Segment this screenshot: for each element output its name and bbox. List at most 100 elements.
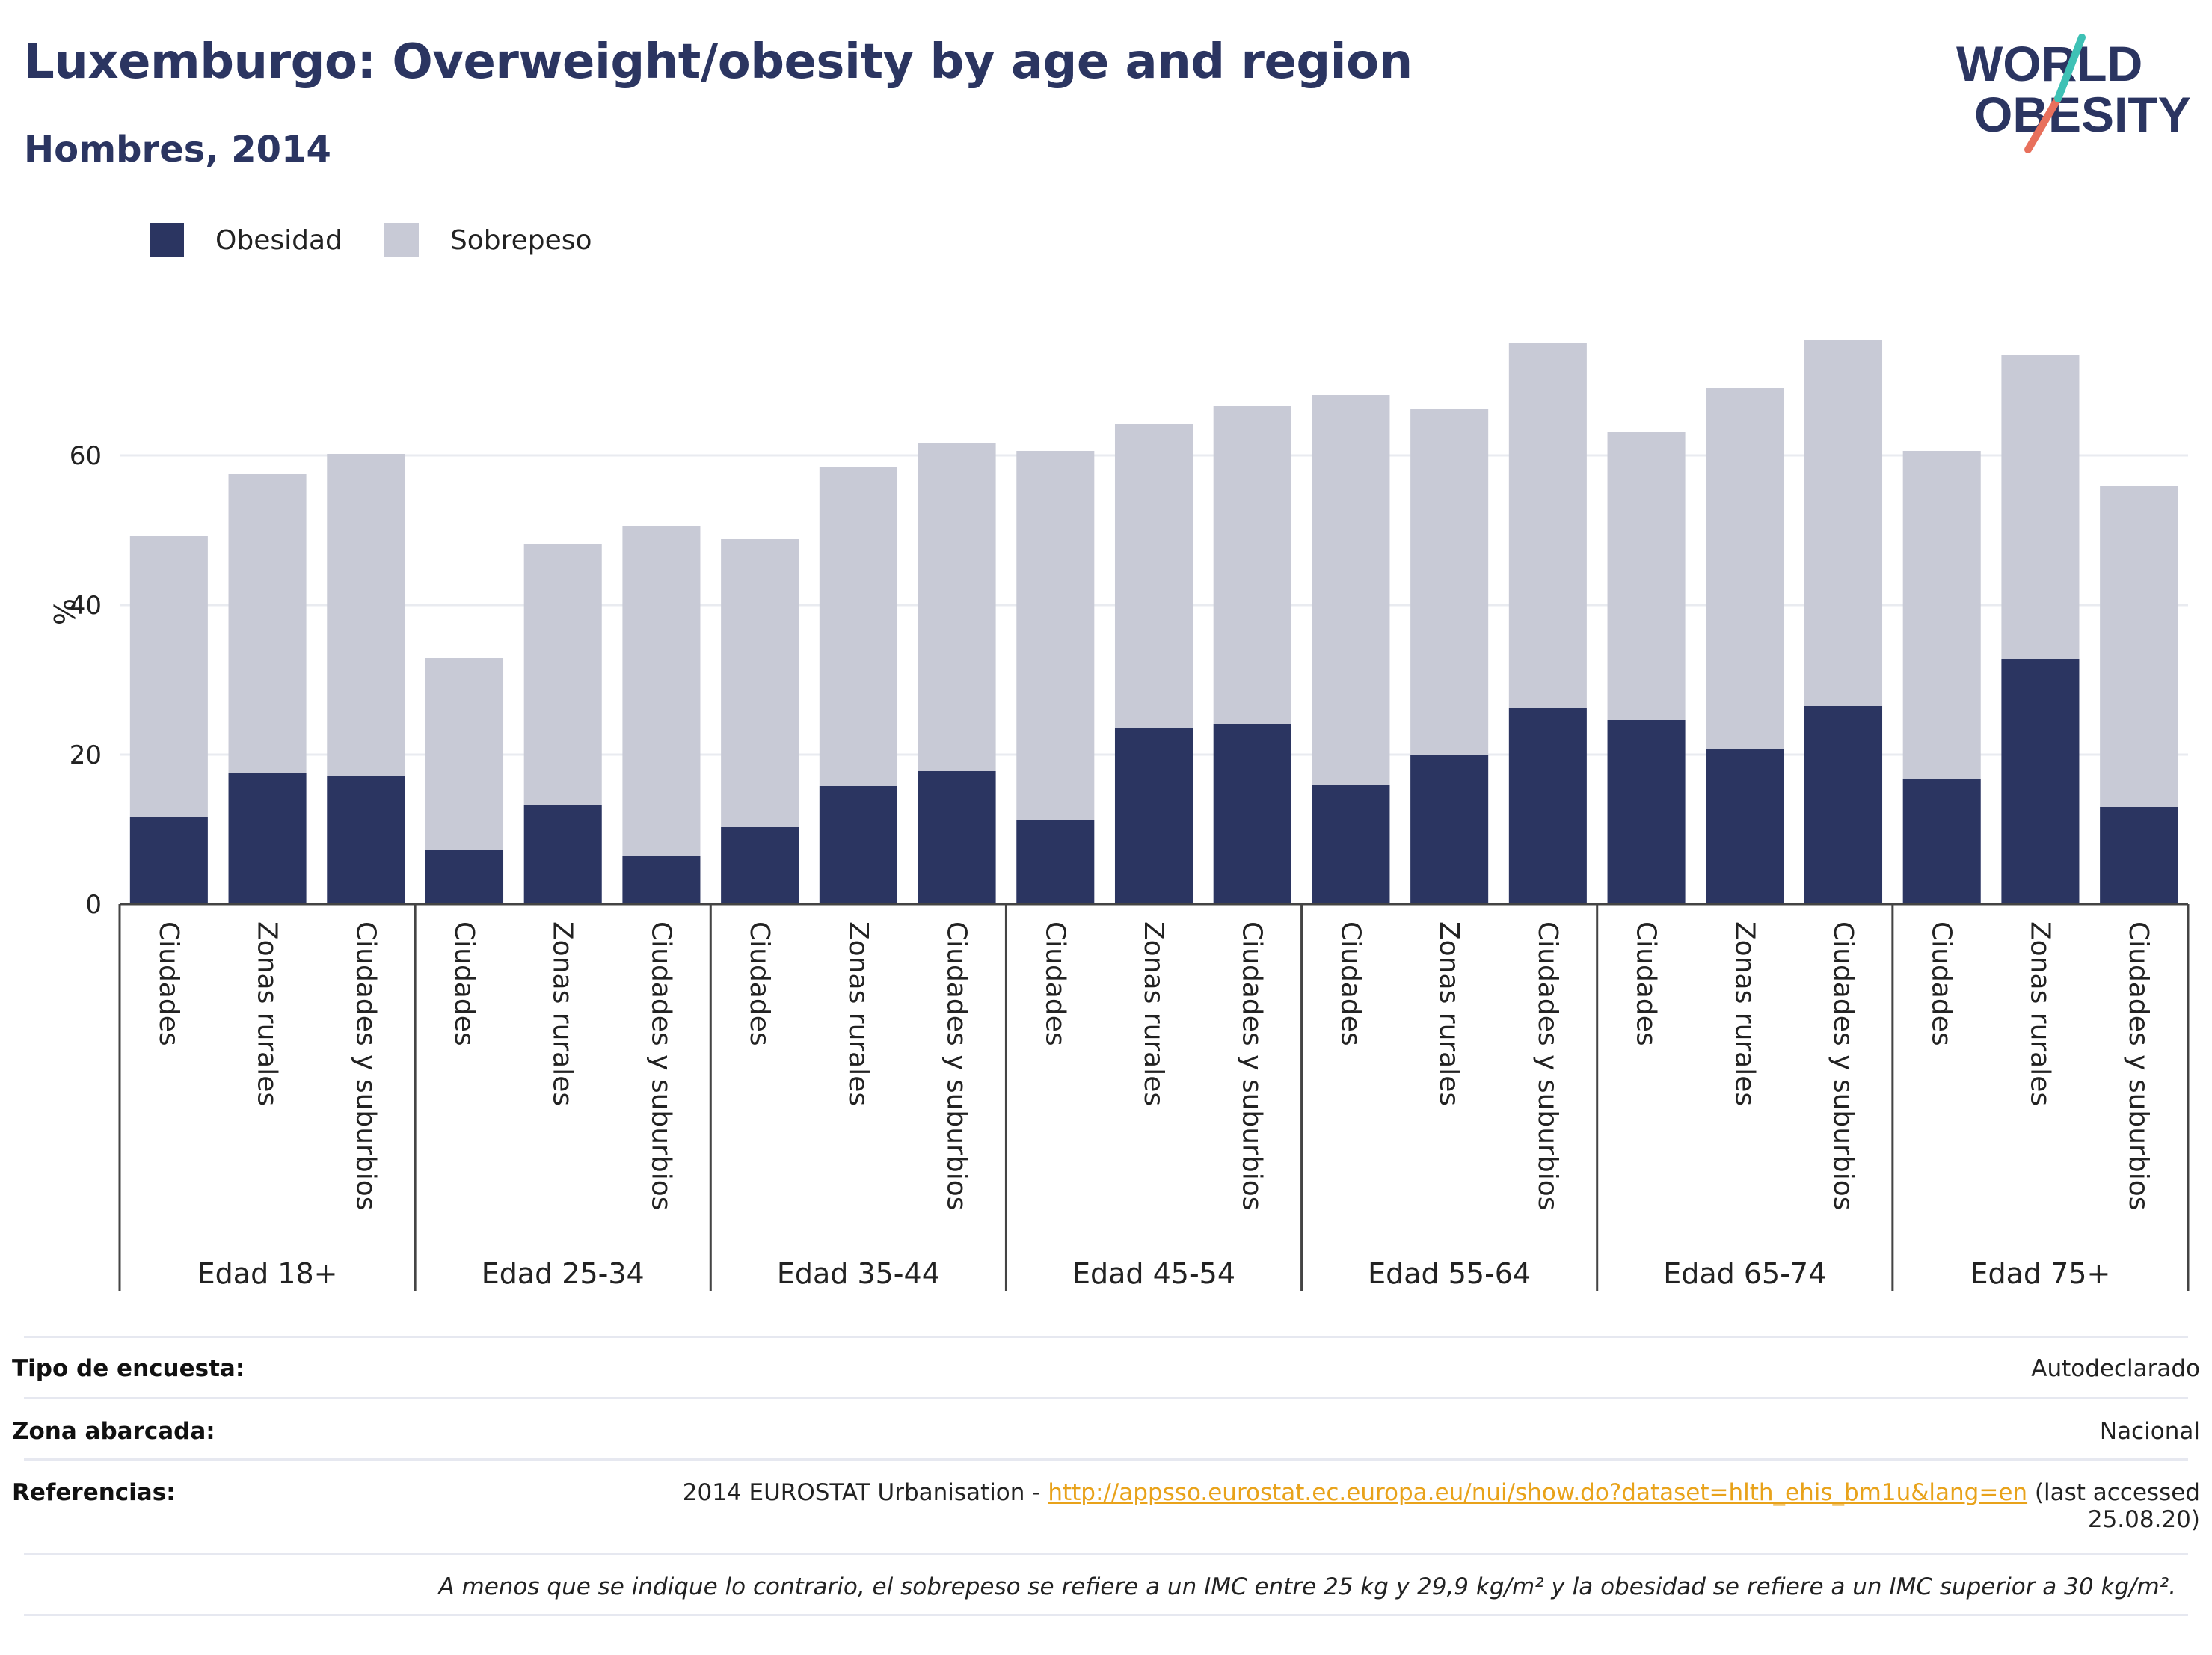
bar-sobrepeso <box>2100 486 2178 807</box>
bar-chart: 0 20 40 60% Ciudades Zonas rurales Ciudades y … <box>47 340 2190 1291</box>
svg-text:OBESITY: OBESITY <box>1974 87 2191 142</box>
references-suffix: (last accessed <box>2027 1479 2200 1506</box>
group-label: Edad 65-74 <box>1663 1257 1826 1290</box>
references-link[interactable]: http://appsso.eurostat.ec.europa.eu/nui/… <box>1048 1479 2028 1506</box>
legend-item-sobrepeso: Sobrepeso <box>384 223 592 257</box>
y-tick-label: 40 <box>70 591 102 621</box>
x-tick-label: Zonas rurales <box>1729 921 1760 1106</box>
legend-swatch-obesidad <box>150 223 184 257</box>
references-value: 2014 EUROSTAT Urbanisation - http://apps… <box>683 1479 2200 1533</box>
bar-obesidad <box>523 805 602 904</box>
x-tick-label: Ciudades <box>449 921 479 1046</box>
bar-sobrepeso <box>1902 451 1981 779</box>
area-label: Zona abarcada: <box>12 1418 215 1445</box>
bar-sobrepeso <box>2001 355 2080 659</box>
info-row-survey-type: Tipo de encuesta: Autodeclarado <box>12 1355 2200 1382</box>
bar-sobrepeso <box>425 658 504 850</box>
references-suffix-date: 25.08.20) <box>2087 1506 2200 1533</box>
group-label: Edad 25-34 <box>482 1257 645 1290</box>
bar-sobrepeso <box>327 454 405 776</box>
bar-sobrepeso <box>1508 343 1587 708</box>
bar-obesidad <box>228 773 307 904</box>
bar-obesidad <box>1804 706 1883 904</box>
survey-type-value: Autodeclarado <box>2031 1355 2200 1382</box>
x-tick-label: Ciudades y suburbios <box>350 921 381 1211</box>
x-tick-label: Ciudades <box>153 921 184 1046</box>
bar-sobrepeso <box>1706 388 1784 749</box>
bar-obesidad <box>1902 779 1981 904</box>
y-tick-label: 0 <box>85 890 102 920</box>
x-tick-label: Zonas rurales <box>547 921 578 1106</box>
bar-sobrepeso <box>1114 424 1193 728</box>
bar-obesidad <box>425 850 504 904</box>
info-row-area: Zona abarcada: Nacional <box>12 1418 2200 1445</box>
chart-subtitle: Hombres, 2014 <box>24 129 331 171</box>
x-tick-label: Ciudades <box>1039 921 1070 1046</box>
svg-text:WORLD: WORLD <box>1956 36 2142 91</box>
bar-sobrepeso <box>1804 340 1883 706</box>
bar-sobrepeso <box>1607 432 1686 720</box>
x-tick-label: Ciudades y suburbios <box>645 921 676 1211</box>
x-tick-label: Ciudades <box>1926 921 1957 1046</box>
x-tick-label: Ciudades y suburbios <box>941 921 972 1211</box>
references-prefix: 2014 EUROSTAT Urbanisation - <box>682 1479 1048 1506</box>
bar-sobrepeso <box>918 443 996 771</box>
bar-sobrepeso <box>1016 451 1095 820</box>
x-tick-label: Ciudades <box>744 921 775 1046</box>
bar-sobrepeso <box>819 467 897 786</box>
bar-sobrepeso <box>129 536 208 817</box>
group-label: Edad 35-44 <box>777 1257 940 1290</box>
bar-obesidad <box>129 817 208 904</box>
bar-obesidad <box>327 776 405 904</box>
x-tick-label: Ciudades y suburbios <box>1237 921 1268 1211</box>
x-tick-label: Ciudades y suburbios <box>2123 921 2154 1211</box>
area-value: Nacional <box>2099 1418 2200 1445</box>
bar-obesidad <box>2001 659 2080 904</box>
info-row-references: Referencias: 2014 EUROSTAT Urbanisation … <box>12 1479 2200 1533</box>
legend-label-obesidad: Obesidad <box>215 224 342 256</box>
info-divider <box>24 1553 2188 1555</box>
y-axis-label: % <box>47 598 80 625</box>
x-tick-label: Zonas rurales <box>1138 921 1169 1106</box>
group-label: Edad 75+ <box>1970 1257 2111 1290</box>
group-label: Edad 18+ <box>197 1257 338 1290</box>
world-obesity-logo: WORLD OBESITY <box>1956 34 2191 153</box>
bar-sobrepeso <box>622 526 701 856</box>
bar-obesidad <box>1410 755 1489 904</box>
x-tick-label: Ciudades y suburbios <box>1828 921 1858 1211</box>
x-tick-label: Zonas rurales <box>1434 921 1464 1106</box>
bar-obesidad <box>622 856 701 904</box>
info-divider-bottom <box>24 1614 2188 1616</box>
info-divider <box>24 1397 2188 1399</box>
bar-obesidad <box>1213 724 1291 904</box>
chart-title: Luxemburgo: Overweight/obesity by age an… <box>24 34 1413 90</box>
info-divider-top <box>24 1336 2188 1338</box>
x-tick-label: Zonas rurales <box>252 921 283 1106</box>
bar-obesidad <box>2100 807 2178 904</box>
x-tick-label: Ciudades <box>1335 921 1365 1046</box>
y-tick-label: 20 <box>70 740 102 770</box>
x-tick-label: Zonas rurales <box>843 921 873 1106</box>
bar-obesidad <box>1607 720 1686 904</box>
group-label: Edad 45-54 <box>1072 1257 1235 1290</box>
x-tick-label: Ciudades <box>1631 921 1662 1046</box>
bar-obesidad <box>819 786 897 904</box>
bar-sobrepeso <box>721 539 799 827</box>
bar-sobrepeso <box>1213 406 1291 724</box>
bar-sobrepeso <box>1312 395 1390 785</box>
survey-type-label: Tipo de encuesta: <box>12 1355 245 1382</box>
info-divider <box>24 1458 2188 1461</box>
references-label: Referencias: <box>12 1479 176 1506</box>
bar-obesidad <box>1508 708 1587 904</box>
bar-obesidad <box>721 827 799 904</box>
bar-sobrepeso <box>1410 409 1489 755</box>
x-tick-label: Ciudades y suburbios <box>1532 921 1563 1211</box>
bar-obesidad <box>1016 820 1095 904</box>
legend-item-obesidad: Obesidad <box>150 223 342 257</box>
bar-sobrepeso <box>228 474 307 773</box>
definition-note: A menos que se indique lo contrario, el … <box>438 1573 2176 1600</box>
legend-label-sobrepeso: Sobrepeso <box>449 224 592 256</box>
bar-obesidad <box>918 771 996 904</box>
bar-obesidad <box>1706 749 1784 904</box>
group-label: Edad 55-64 <box>1368 1257 1531 1290</box>
